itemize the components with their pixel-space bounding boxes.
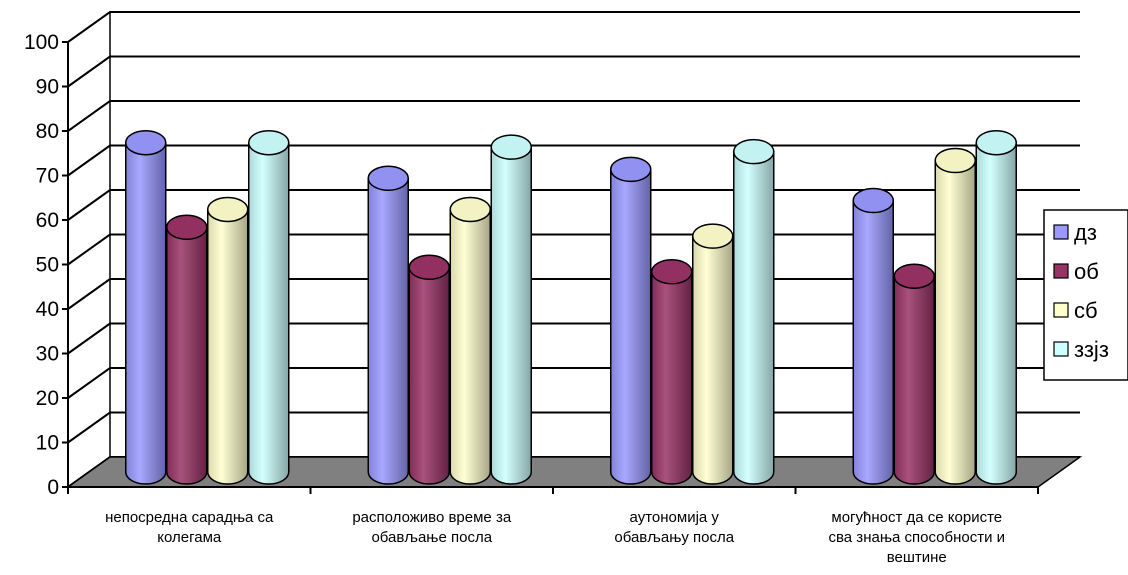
legend-swatch: [1053, 263, 1069, 279]
bar: [975, 129, 1017, 485]
bar-top: [893, 263, 935, 289]
bar-top: [490, 134, 532, 160]
bar: [651, 259, 693, 485]
bar-top: [852, 187, 894, 214]
bar: [449, 196, 491, 485]
bar-top: [125, 129, 167, 156]
x-tick-label: расположиво време за обављање посла: [352, 509, 511, 546]
bar: [893, 263, 935, 485]
legend-swatch: [1053, 302, 1069, 318]
axes: 0 10 20 30 40 50 60 70 80 90 100 непосредна сарадња…: [24, 31, 1039, 566]
y-tick-label: 90: [36, 76, 59, 99]
bar: [248, 129, 290, 485]
y-tick-label: 40: [36, 298, 59, 321]
gridline: [67, 144, 1080, 177]
bar-top: [449, 196, 491, 223]
bar-top: [408, 254, 450, 281]
bar-body: [975, 141, 1017, 485]
gridline: [67, 100, 1080, 132]
legend: дз об сб ззјз: [1043, 209, 1128, 381]
bar-body: [166, 226, 208, 485]
y-tick-label: 30: [36, 343, 59, 366]
bar: [934, 147, 976, 485]
bar-top: [367, 165, 409, 192]
bar-top: [975, 129, 1017, 156]
y-tick-label: 10: [36, 432, 59, 455]
bars: [125, 129, 1017, 485]
legend-label: ззјз: [1074, 337, 1109, 362]
y-tick-label: 60: [36, 209, 59, 232]
legend-label: сб: [1074, 298, 1098, 323]
y-tick-label: 0: [47, 476, 59, 499]
bar-body: [125, 141, 167, 485]
bar: [125, 129, 167, 485]
bar-body: [934, 159, 976, 485]
x-tick-label: аутономија у обављању посла: [614, 509, 734, 546]
y-tick-label: 50: [36, 254, 59, 277]
bar-top: [248, 129, 290, 156]
bar-top: [166, 214, 208, 240]
bar: [367, 165, 409, 485]
bar-body: [651, 271, 693, 485]
y-tick-label: 20: [36, 387, 59, 410]
gridline: [67, 55, 1080, 88]
y-tick-label: 70: [36, 165, 59, 188]
gridline: [67, 11, 1080, 43]
bar-body: [248, 141, 290, 485]
bar-top: [692, 223, 734, 249]
bar: [207, 196, 249, 485]
x-tick-label: могућност да се користе сва знања способн…: [829, 509, 1006, 566]
bar: [408, 254, 450, 485]
y-tick-label: 80: [36, 120, 59, 143]
bar-top: [934, 147, 976, 174]
bar: [610, 156, 652, 485]
legend-swatch: [1053, 341, 1069, 357]
bar-top: [207, 196, 249, 223]
bar-top: [651, 259, 693, 285]
grid: [67, 11, 1080, 488]
x-tick-label: непосредна сарадња са колегама: [105, 509, 274, 546]
bar: [852, 187, 894, 485]
bar-body: [852, 199, 894, 485]
bar-body: [449, 208, 491, 485]
legend-label: об: [1074, 259, 1099, 284]
legend-label: дз: [1074, 220, 1097, 245]
bar-body: [692, 235, 734, 485]
bar-body: [408, 266, 450, 485]
bar-body: [367, 177, 409, 485]
bar-body: [207, 208, 249, 485]
bar-body: [893, 275, 935, 485]
bar-body: [490, 146, 532, 485]
bar-top: [733, 138, 775, 165]
bar-top: [610, 156, 652, 183]
bar: [692, 223, 734, 485]
bar: [490, 134, 532, 485]
bar-body: [610, 168, 652, 485]
bar: [166, 214, 208, 485]
legend-swatch: [1053, 224, 1069, 240]
bar: [733, 138, 775, 485]
y-tick-label: 100: [24, 31, 59, 54]
bar-body: [733, 150, 775, 485]
